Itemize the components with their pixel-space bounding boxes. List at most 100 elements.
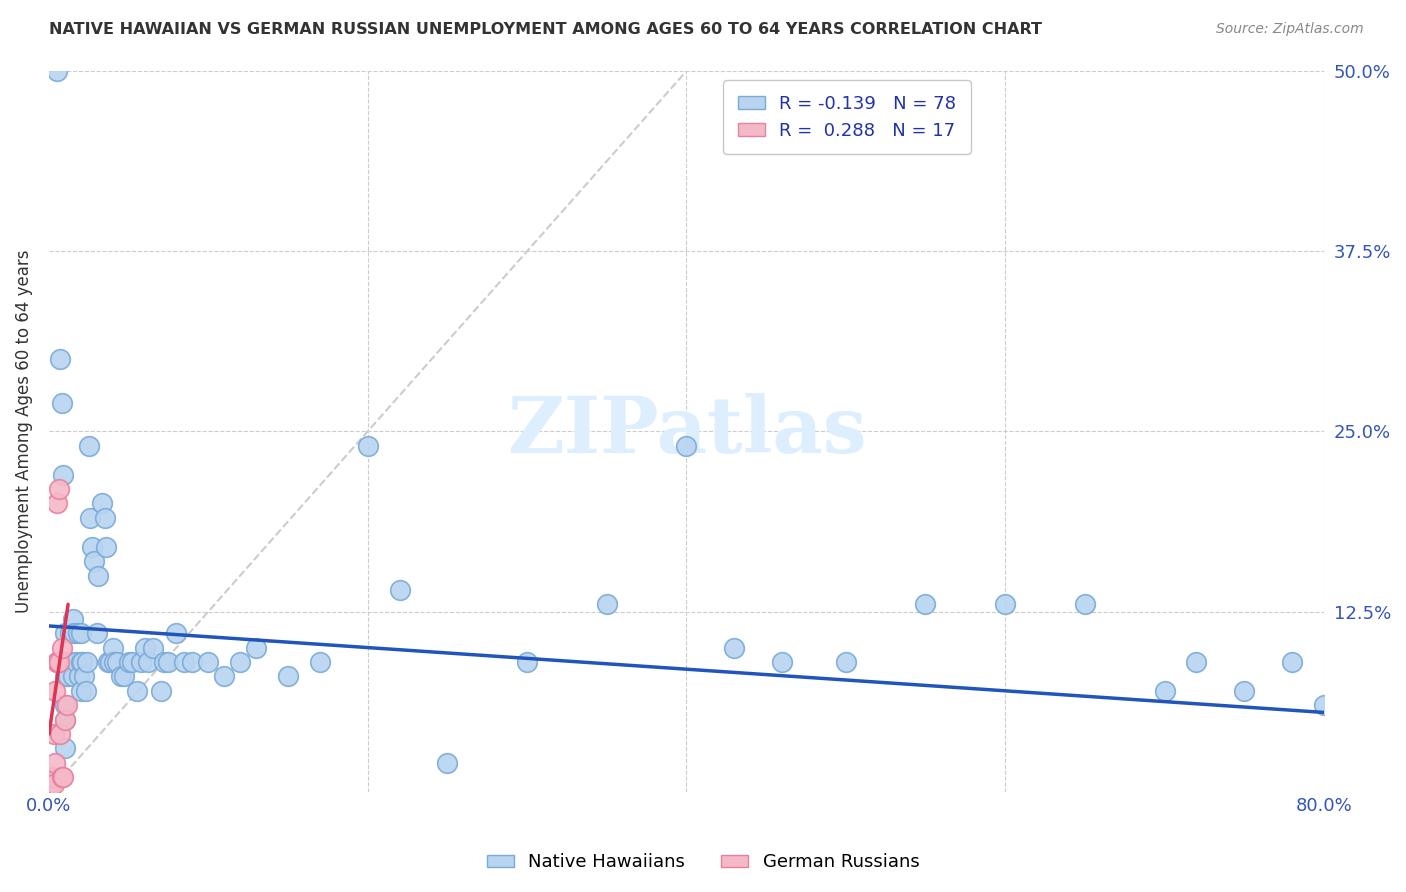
Point [214, 669, 236, 683]
Point [157, 655, 180, 669]
Point [197, 655, 219, 669]
Point [52, 770, 75, 784]
Point [103, 655, 125, 669]
Legend: Native Hawaiians, German Russians: Native Hawaiians, German Russians [479, 847, 927, 879]
Point [309, 655, 332, 669]
Point [70, 626, 93, 640]
Point [51, 770, 73, 784]
Point [72, 655, 94, 669]
Point [835, 655, 858, 669]
Point [110, 669, 132, 683]
Point [914, 598, 936, 612]
Point [67, 669, 90, 683]
Point [75, 683, 97, 698]
Point [59, 626, 82, 640]
Point [94, 511, 117, 525]
Point [41, 770, 63, 784]
Legend: R = -0.139   N = 78, R =  0.288   N = 17: R = -0.139 N = 78, R = 0.288 N = 17 [723, 80, 970, 154]
Point [53, 669, 76, 683]
Point [994, 598, 1017, 612]
Point [66, 626, 89, 640]
Point [277, 669, 299, 683]
Point [53, 655, 76, 669]
Point [70, 683, 93, 698]
Point [107, 655, 129, 669]
Point [39, 777, 62, 791]
Point [1313, 698, 1336, 713]
Point [136, 655, 159, 669]
Point [55, 698, 77, 713]
Point [675, 439, 697, 453]
Point [86, 626, 108, 640]
Point [60, 655, 83, 669]
Point [125, 683, 148, 698]
Point [152, 655, 174, 669]
Point [1185, 655, 1208, 669]
Point [98, 655, 121, 669]
Point [44, 756, 66, 770]
Point [90, 496, 112, 510]
Point [45, 655, 67, 669]
Point [62, 612, 84, 626]
Point [1074, 598, 1097, 612]
Point [166, 626, 188, 640]
Point [73, 669, 96, 683]
Point [149, 683, 172, 698]
Point [62, 669, 84, 683]
Point [436, 756, 458, 770]
Point [1153, 683, 1175, 698]
Text: Source: ZipAtlas.com: Source: ZipAtlas.com [1216, 22, 1364, 37]
Point [53, 713, 76, 727]
Point [83, 554, 105, 568]
Y-axis label: Unemployment Among Ages 60 to 64 years: Unemployment Among Ages 60 to 64 years [15, 250, 32, 613]
Point [1233, 683, 1256, 698]
Point [79, 511, 101, 525]
Point [70, 655, 93, 669]
Point [48, 655, 70, 669]
Point [51, 640, 73, 655]
Point [53, 698, 76, 713]
Point [516, 655, 538, 669]
Point [53, 626, 76, 640]
Point [388, 582, 411, 597]
Point [53, 741, 76, 756]
Point [45, 64, 67, 78]
Point [173, 655, 195, 669]
Point [65, 655, 87, 669]
Point [229, 655, 252, 669]
Point [80, 540, 103, 554]
Point [97, 655, 120, 669]
Point [45, 496, 67, 510]
Text: NATIVE HAWAIIAN VS GERMAN RUSSIAN UNEMPLOYMENT AMONG AGES 60 TO 64 YEARS CORRELA: NATIVE HAWAIIAN VS GERMAN RUSSIAN UNEMPL… [49, 22, 1042, 37]
Point [131, 655, 153, 669]
Point [121, 655, 143, 669]
Point [1281, 655, 1303, 669]
Point [142, 640, 165, 655]
Point [42, 727, 65, 741]
Point [87, 568, 110, 582]
Point [770, 655, 793, 669]
Point [76, 655, 98, 669]
Point [44, 683, 66, 698]
Point [118, 655, 141, 669]
Point [112, 669, 135, 683]
Point [42, 777, 65, 791]
Point [357, 439, 380, 453]
Point [53, 713, 76, 727]
Point [245, 640, 267, 655]
Point [56, 669, 79, 683]
Text: ZIPatlas: ZIPatlas [506, 393, 866, 469]
Point [49, 727, 72, 741]
Point [63, 626, 86, 640]
Point [96, 540, 118, 554]
Point [77, 439, 100, 453]
Point [51, 395, 73, 409]
Point [723, 640, 745, 655]
Point [49, 352, 72, 367]
Point [45, 655, 67, 669]
Point [596, 598, 619, 612]
Point [52, 467, 75, 482]
Point [181, 655, 204, 669]
Point [101, 640, 124, 655]
Point [134, 640, 156, 655]
